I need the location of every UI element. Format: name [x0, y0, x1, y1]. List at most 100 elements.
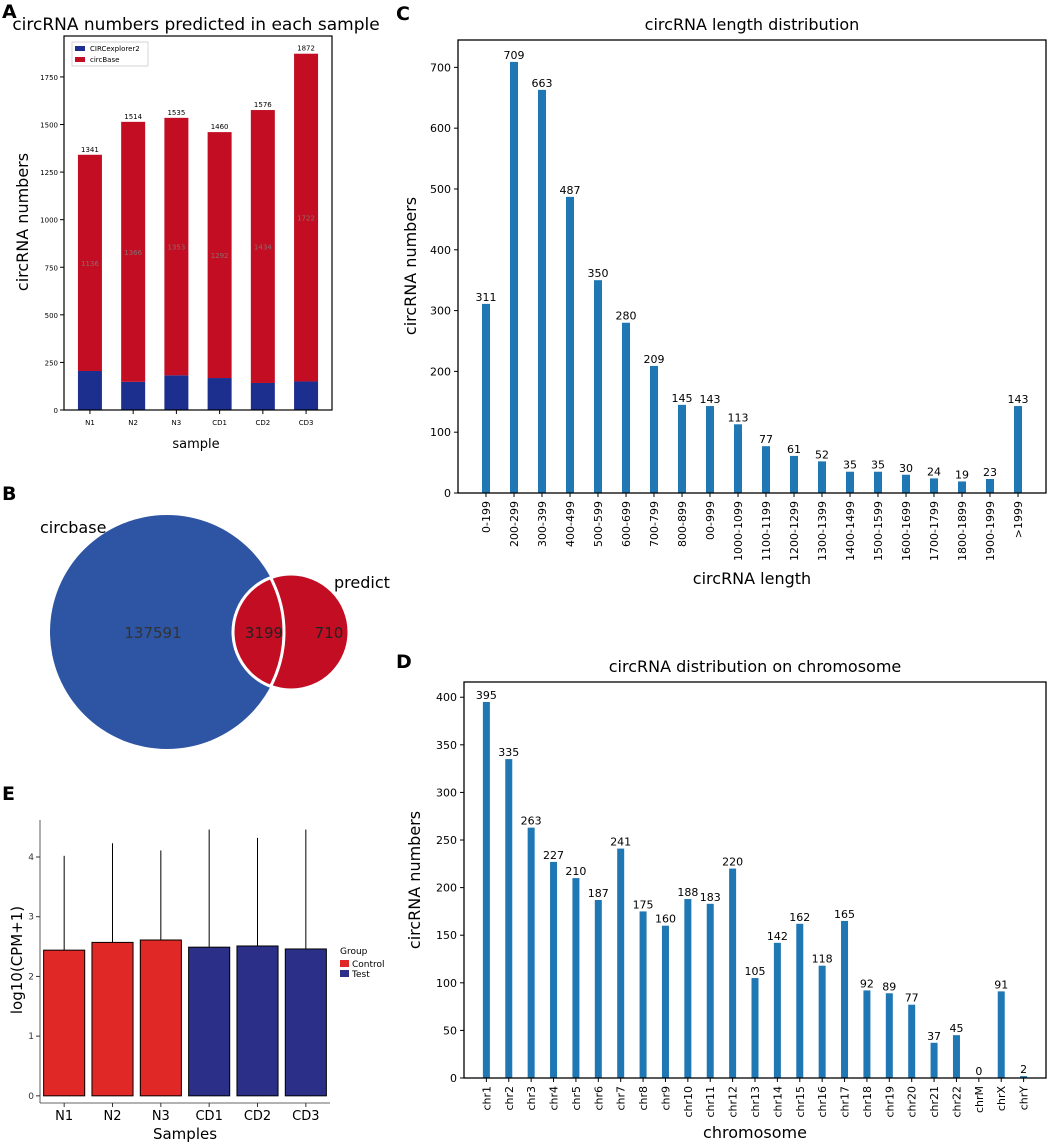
- chart-a-title: circRNA numbers predicted in each sample: [12, 15, 379, 35]
- chart-e-ytick-label-4: 4: [28, 853, 34, 863]
- bar-a-inner-label-cd2: 1434: [254, 244, 272, 252]
- chart-c-bar-value-00-999: 143: [700, 393, 721, 406]
- chart-c-xtick-label-300-399: 300-399: [536, 501, 549, 547]
- bar-a-total-label-n2: 1514: [124, 113, 142, 121]
- chart-c-xtick-label-1600-1699: 1600-1699: [900, 501, 913, 561]
- chart-d-bar-value-chr11: 183: [700, 891, 721, 904]
- chart-d-bar-chr10: [684, 899, 692, 1078]
- chart-d-xtick-label-chr13: chr13: [749, 1086, 762, 1118]
- chart-c-xlabel: circRNA length: [693, 569, 811, 588]
- chart-c-bar-value-700-799: 209: [644, 353, 665, 366]
- chart-d-bar-value-chr16: 118: [812, 953, 833, 966]
- chart-a-xtick-label-n2: N2: [128, 419, 138, 427]
- chart-e-xtick-label-cd1: CD1: [195, 1109, 222, 1124]
- chart-d-xtick-label-chr14: chr14: [771, 1086, 784, 1118]
- chart-d-xlabel: chromosome: [703, 1123, 807, 1142]
- chart-d-xtick-label-chrx: chrX: [995, 1086, 1008, 1112]
- chart-d-bar-chr9: [661, 925, 669, 1078]
- chart-d-bar-value-chr20: 77: [905, 992, 919, 1005]
- chart-a-ytick-label-500: 500: [45, 312, 58, 320]
- chart-d-xtick-label-chr19: chr19: [883, 1086, 896, 1118]
- chart-c-xtick-label-1999: >1999: [1012, 501, 1025, 538]
- panel-label-b: B: [2, 483, 16, 505]
- chart-c-bar-300-399: [538, 89, 546, 493]
- chart-c-bar-1999: [1014, 406, 1022, 493]
- venn-overlap-region: [233, 574, 284, 690]
- chart-d-ytick-label-300: 300: [436, 786, 457, 799]
- chart-d-xtick-label-chr9: chr9: [659, 1086, 672, 1111]
- chart-c-xtick-label-500-599: 500-599: [592, 501, 605, 547]
- chart-e-bar-n1: [43, 949, 86, 1097]
- venn-set-label-predict: predict: [334, 573, 390, 592]
- chart-e-bar-cd1: [188, 946, 231, 1097]
- chart-d-bar-chr11: [706, 903, 714, 1078]
- chart-c-xtick-label-00-999: 00-999: [704, 501, 717, 540]
- panel-a-stacked-bar-chart: circRNA numbers predicted in each sample…: [12, 15, 379, 452]
- chart-c-bar-value-1000-1099: 113: [728, 411, 749, 424]
- chart-d-bar-chr16: [818, 965, 826, 1078]
- panel-d-bar-chart: circRNA distribution on chromosome 0 50 10…: [405, 657, 1047, 1142]
- chart-d-xtick-label-chr18: chr18: [861, 1086, 874, 1118]
- venn-count-circbase-only: 137591: [124, 624, 181, 642]
- bar-a-circbase-n2: [121, 121, 146, 382]
- chart-d-bar-chr13: [751, 978, 759, 1078]
- chart-d-bar-value-chrx: 91: [994, 978, 1008, 991]
- chart-d-xtick-label-chr4: chr4: [548, 1086, 561, 1111]
- chart-c-bar-value-1900-1999: 23: [983, 466, 997, 479]
- chart-c-bar-1000-1099: [734, 424, 742, 493]
- chart-d-bar-chr1: [482, 701, 490, 1078]
- chart-a-xtick-label-cd3: CD3: [299, 419, 314, 427]
- chart-c-xtick-label-0-199: 0-199: [480, 501, 493, 533]
- chart-d-xtick-label-chr6: chr6: [592, 1086, 605, 1111]
- chart-d-bar-value-chr19: 89: [882, 980, 896, 993]
- chart-a-ytick-label-1500: 1500: [40, 122, 58, 130]
- chart-a-ytick-label-250: 250: [45, 359, 58, 367]
- chart-d-title: circRNA distribution on chromosome: [609, 657, 902, 676]
- chart-c-xtick-label-200-299: 200-299: [508, 501, 521, 547]
- chart-d-bar-value-chr8: 175: [633, 898, 654, 911]
- bar-a-circbase-n1: [77, 154, 102, 371]
- chart-a-ytick-label-1250: 1250: [40, 169, 58, 177]
- bar-a-circexplorer2-n2: [121, 381, 146, 410]
- chart-c-xtick-label-1500-1599: 1500-1599: [872, 501, 885, 561]
- legend-swatch-control: [340, 960, 349, 967]
- bar-a-circexplorer2-cd1: [207, 378, 232, 410]
- chart-c-bar-1100-1199: [762, 446, 770, 493]
- chart-d-ytick-label-250: 250: [436, 834, 457, 847]
- chart-e-ytick-label-0: 0: [28, 1092, 34, 1102]
- chart-c-bar-1700-1799: [930, 478, 938, 493]
- chart-c-bar-value-1100-1199: 77: [759, 433, 773, 446]
- chart-d-xtick-label-chr10: chr10: [682, 1086, 695, 1118]
- chart-d-bar-value-chr22: 45: [949, 1022, 963, 1035]
- chart-c-xtick-label-600-699: 600-699: [620, 501, 633, 547]
- chart-c-xtick-label-700-799: 700-799: [648, 501, 661, 547]
- chart-d-ylabel: circRNA numbers: [405, 811, 424, 949]
- chart-c-ytick-label-700: 700: [430, 61, 451, 74]
- bar-a-circbase-n3: [164, 117, 189, 376]
- chart-e-xtick-label-cd2: CD2: [244, 1109, 271, 1124]
- chart-d-bar-chr18: [863, 990, 871, 1078]
- chart-d-xtick-label-chr5: chr5: [570, 1086, 583, 1111]
- venn-outline-circbase: [233, 574, 286, 690]
- chart-d-xtick-label-chr11: chr11: [704, 1086, 717, 1118]
- chart-d-bar-value-chr10: 188: [677, 886, 698, 899]
- bar-a-inner-label-n3: 1353: [167, 244, 185, 252]
- chart-d-bar-value-chr9: 160: [655, 913, 676, 926]
- chart-c-bar-value-1200-1299: 61: [787, 443, 801, 456]
- chart-c-bar-1400-1499: [846, 471, 854, 493]
- bar-a-total-label-n1: 1341: [81, 146, 99, 154]
- chart-a-frame: [63, 35, 333, 411]
- chart-e-xlabel: Samples: [153, 1125, 217, 1143]
- chart-c-bar-00-999: [706, 406, 714, 493]
- bar-a-total-label-cd1: 1460: [211, 123, 229, 131]
- chart-e-legend: Group Control Test: [340, 947, 385, 980]
- chart-a-xtick-label-n1: N1: [85, 419, 95, 427]
- chart-e-ytick-label-3: 3: [28, 913, 34, 923]
- chart-d-bar-chry: [1020, 1076, 1028, 1078]
- chart-d-ytick-label-0: 0: [450, 1072, 457, 1085]
- chart-d-bar-value-chr14: 142: [767, 930, 788, 943]
- legend-swatch-test: [340, 970, 349, 977]
- chart-d-bar-value-chr12: 220: [722, 856, 743, 869]
- chart-c-bar-value-1500-1599: 35: [871, 459, 885, 472]
- chart-d-xtick-label-chr22: chr22: [950, 1086, 963, 1118]
